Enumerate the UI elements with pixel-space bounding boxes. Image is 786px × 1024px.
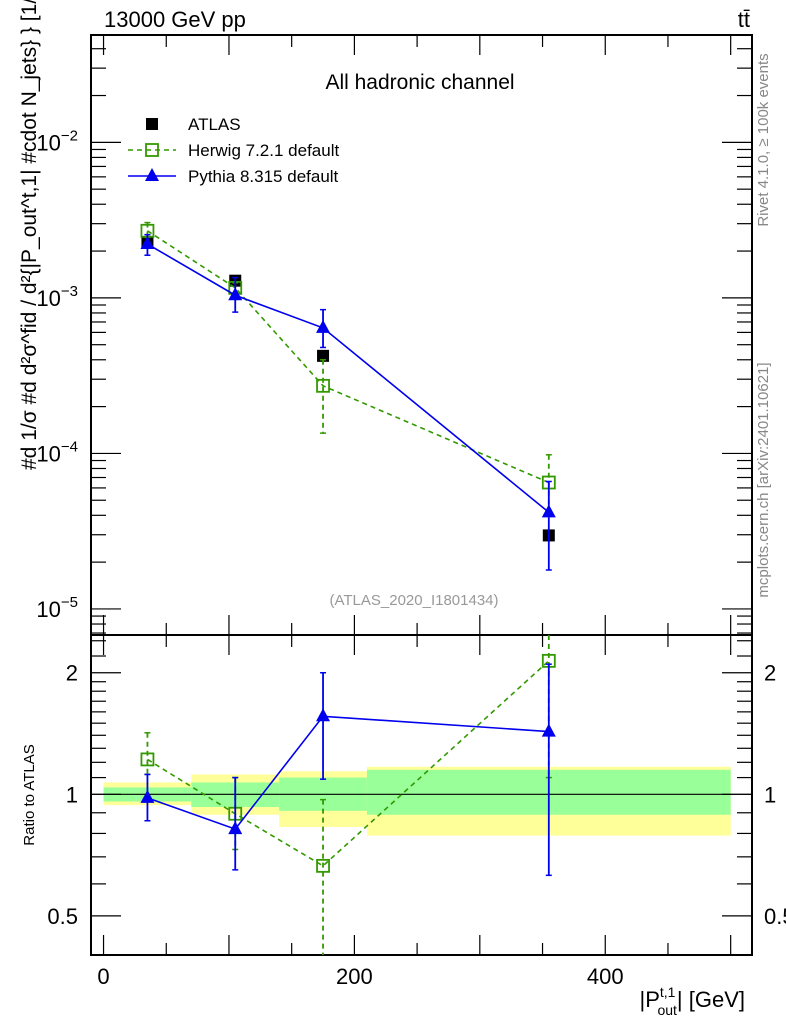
pythia-8-315-default-line	[147, 715, 549, 831]
header-right: tt̄	[738, 7, 750, 32]
ratio-y-tick-label: 0.5	[47, 904, 78, 929]
ratio-frame	[90, 634, 753, 956]
pythia-8-315-default-point	[140, 789, 155, 803]
x-axis-label: |Pt,1 out| [GeV]	[639, 984, 745, 1018]
header-left: 13000 GeV pp	[104, 7, 246, 32]
ratio-y-tick-label: 1	[66, 782, 78, 807]
herwig-7-2-1-default-line	[147, 660, 550, 867]
legend-marker-atlas	[146, 118, 158, 130]
legend-marker-herwig-7-2-1-default	[145, 143, 159, 157]
legend-marker-pythia-8-315-default	[145, 168, 159, 181]
pythia-8-315-default-point	[316, 708, 331, 722]
legend-label-pythia-8-315-default: Pythia 8.315 default	[188, 167, 339, 186]
ratio-y-tick-label: 2	[764, 661, 776, 686]
ratio-y-tick-label: 2	[66, 661, 78, 686]
side-text-mcplots: mcplots.cern.ch [arXiv:2401.10621]	[755, 362, 772, 597]
y-axis-label: #d 1/σ #d d²σ^fid / d²{|P_out^t,1| #cdot…	[18, 0, 41, 470]
pythia-8-315-default-point	[140, 236, 155, 250]
x-tick-label: 400	[587, 964, 624, 989]
y-tick-label: 10−5	[36, 594, 78, 622]
plot-title: All hadronic channel	[325, 71, 514, 94]
pythia-8-315-default-point	[541, 723, 556, 737]
ratio-y-tick-label: 1	[764, 782, 776, 807]
herwig-7-2-1-default-point	[316, 378, 330, 393]
x-tick-label: 0	[97, 964, 109, 989]
ratio-y-tick-label: 0.5	[764, 904, 786, 929]
herwig-7-2-1-default-point	[140, 752, 155, 767]
ratio-y-axis-label: Ratio to ATLAS	[21, 744, 38, 845]
y-tick-label: 10−2	[36, 127, 78, 155]
atlas-point	[317, 349, 330, 362]
y-tick-label: 10−3	[36, 283, 78, 311]
pythia-8-315-default-point	[541, 504, 556, 518]
side-text-rivet: Rivet 4.1.0, ≥ 100k events	[755, 53, 772, 226]
pythia-8-315-default-point	[316, 319, 331, 333]
pythia-8-315-default-point	[228, 287, 243, 301]
pythia-8-315-default-line	[147, 243, 550, 513]
herwig-7-2-1-default-line	[147, 230, 550, 484]
x-tick-label: 200	[336, 964, 373, 989]
herwig-7-2-1-default-point	[316, 858, 330, 873]
y-tick-label: 10−4	[36, 438, 78, 466]
analysis-id: (ATLAS_2020_I1801434)	[329, 592, 498, 609]
legend-label-atlas: ATLAS	[188, 115, 241, 134]
legend-label-herwig-7-2-1-default: Herwig 7.2.1 default	[188, 141, 339, 160]
pythia-8-315-default-point	[228, 821, 243, 835]
